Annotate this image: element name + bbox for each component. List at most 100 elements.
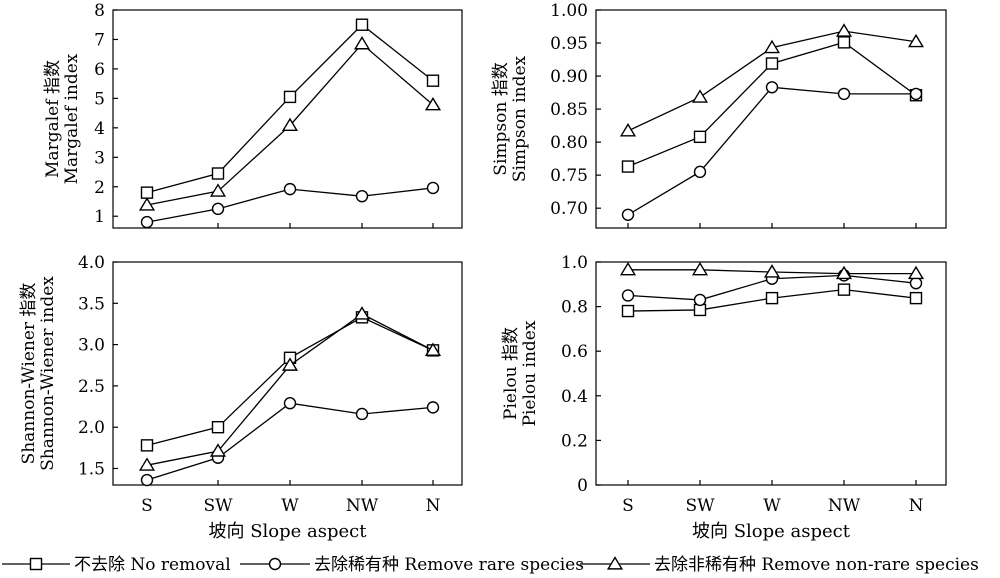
legend-label: 去除非稀有种 Remove non-rare species bbox=[654, 555, 979, 575]
square-marker bbox=[426, 74, 440, 87]
triangle-marker bbox=[691, 89, 709, 103]
triangle-marker bbox=[209, 443, 227, 457]
circle-marker bbox=[621, 289, 635, 302]
y-tick-label: 0.95 bbox=[550, 34, 588, 54]
square-marker bbox=[621, 304, 635, 318]
y-tick-label: 3.5 bbox=[78, 294, 105, 314]
x-tick-label: W bbox=[763, 496, 781, 516]
x-tick-label: N bbox=[909, 496, 924, 516]
series-triangle bbox=[138, 306, 442, 471]
triangle-marker bbox=[424, 96, 442, 111]
triangle-marker bbox=[281, 117, 299, 132]
y-tick-label: 1.5 bbox=[78, 459, 105, 479]
y-tick-label: 0.8 bbox=[561, 298, 588, 318]
triangle-marker bbox=[619, 261, 637, 276]
circle-marker bbox=[693, 165, 707, 179]
y-tick-label: 8 bbox=[94, 1, 105, 21]
plot-frame bbox=[595, 261, 947, 486]
circle-marker bbox=[837, 87, 851, 101]
series-square bbox=[621, 283, 923, 318]
circle-marker bbox=[283, 397, 297, 410]
series-line bbox=[146, 313, 434, 466]
square-marker bbox=[837, 36, 851, 49]
triangle-marker bbox=[691, 261, 709, 276]
y-tick-label: 4.0 bbox=[78, 253, 105, 273]
y-tick-label: 1 bbox=[94, 207, 105, 227]
square-marker bbox=[355, 18, 369, 31]
triangle-marker bbox=[353, 306, 371, 320]
y-axis-title-line-1: Margalef 指数 bbox=[43, 60, 63, 178]
y-tick-label: 2.0 bbox=[78, 418, 105, 438]
series-line bbox=[627, 86, 916, 216]
triangle-marker bbox=[281, 357, 299, 371]
triangle-marker bbox=[835, 265, 853, 280]
y-axis-title-line-2: Pielou index bbox=[520, 320, 540, 426]
square-marker bbox=[837, 283, 851, 296]
y-tick-label: 2 bbox=[94, 178, 105, 198]
y-tick-label: 0.2 bbox=[561, 431, 588, 451]
series-square bbox=[140, 311, 440, 452]
y-axis-title-line-1: Simpson 指数 bbox=[491, 62, 511, 175]
series-square bbox=[621, 36, 923, 173]
y-axis-title-line-2: Margalef index bbox=[62, 53, 82, 184]
series-triangle bbox=[619, 261, 925, 280]
x-axis-title: 坡向 Slope aspect bbox=[692, 521, 851, 542]
y-tick-label: 7 bbox=[94, 30, 105, 50]
series-triangle bbox=[619, 23, 925, 137]
square-marker bbox=[211, 420, 225, 434]
plot-frame bbox=[595, 9, 947, 229]
y-tick-label: 4 bbox=[94, 119, 105, 139]
square-marker bbox=[909, 291, 923, 305]
circle-marker bbox=[426, 401, 440, 414]
panel-simpson: 0.70 0.75 0.80 0.85 0.90 0.95 1.00 Simpson 指数 Si… bbox=[491, 1, 947, 229]
x-tick-label: W bbox=[281, 496, 299, 516]
legend-label: 去除稀有种 Remove rare species bbox=[314, 555, 584, 575]
y-tick-label: 0.70 bbox=[550, 199, 588, 219]
square-marker bbox=[140, 439, 154, 452]
y-axis-title-line-1: Pielou 指数 bbox=[501, 327, 521, 420]
triangle-marker bbox=[763, 264, 781, 278]
y-tick-label: 3 bbox=[94, 148, 105, 168]
triangle-marker bbox=[835, 23, 853, 37]
square-marker bbox=[693, 130, 707, 144]
circle-marker bbox=[909, 276, 923, 290]
y-axis-title-line-2: Simpson index bbox=[510, 55, 530, 182]
series-line bbox=[146, 23, 434, 194]
plot-frame bbox=[112, 261, 463, 486]
circle-marker bbox=[621, 208, 635, 221]
x-tick-label: NW bbox=[346, 496, 379, 516]
y-tick-label: 0.80 bbox=[550, 133, 588, 153]
x-tick-label: N bbox=[426, 496, 441, 516]
y-axis-title-line-2: Shannon-Wiener index bbox=[38, 276, 58, 471]
y-tick-label: 3.0 bbox=[78, 336, 105, 356]
y-tick-label: 0 bbox=[577, 476, 588, 496]
triangle-marker bbox=[353, 36, 371, 50]
plot-frame bbox=[112, 9, 463, 229]
y-tick-label: 6 bbox=[94, 60, 105, 80]
legend: 不去除 No removal 去除稀有种 Remove rare species 去… bbox=[2, 555, 979, 575]
circle-marker bbox=[909, 87, 923, 101]
y-tick-label: 0.85 bbox=[550, 100, 588, 120]
series-circle bbox=[140, 181, 440, 229]
panel-margalef: 1 2 3 4 5 6 7 8 Margalef 指数 Margalef index bbox=[43, 1, 463, 229]
x-tick-label: S bbox=[622, 496, 634, 516]
series-circle bbox=[621, 81, 923, 221]
y-tick-label: 0.90 bbox=[550, 67, 588, 87]
square-marker bbox=[283, 90, 297, 104]
circle-marker bbox=[355, 189, 369, 203]
panel-shannon: 1.5 2.0 2.5 3.0 3.5 4.0 S SW W NW N 坡向 Slope aspect… bbox=[19, 253, 463, 542]
square-marker bbox=[621, 160, 635, 173]
y-tick-label: 1.00 bbox=[550, 1, 588, 21]
series-square bbox=[140, 18, 440, 199]
circle-marker bbox=[140, 215, 154, 229]
circle-marker bbox=[355, 407, 369, 421]
y-tick-label: 0.6 bbox=[561, 342, 588, 362]
y-tick-label: 1.0 bbox=[561, 253, 588, 273]
legend-circle-marker bbox=[268, 557, 282, 571]
legend-item-circle: 去除稀有种 Remove rare species bbox=[240, 555, 584, 575]
triangle-marker bbox=[209, 183, 227, 197]
x-tick-label: NW bbox=[828, 496, 861, 516]
legend-square-marker bbox=[29, 557, 43, 571]
x-tick-label: SW bbox=[203, 496, 233, 516]
